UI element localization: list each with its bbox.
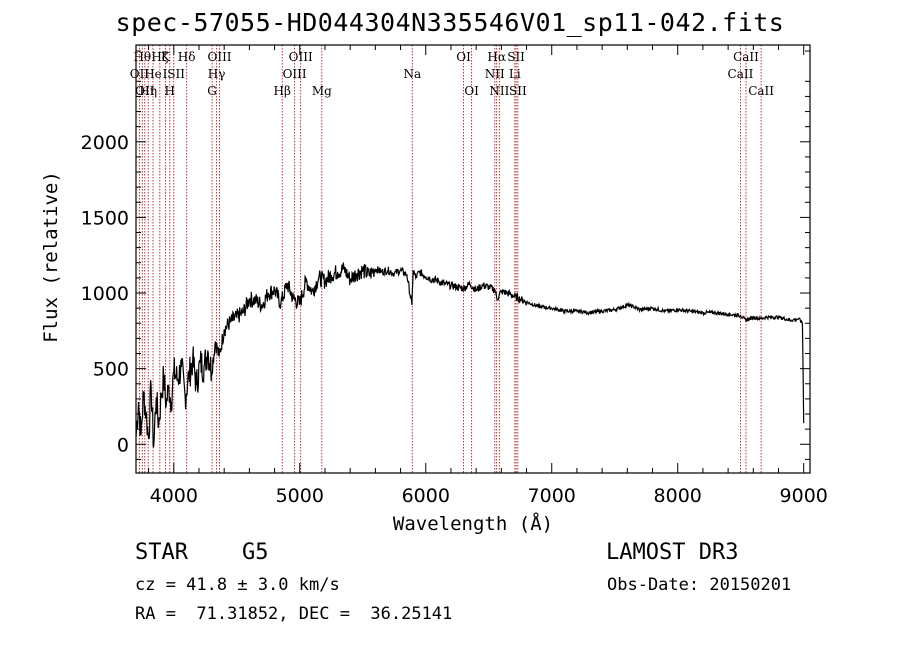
y-tick-label-2: 1000 [81, 283, 129, 305]
axis-ticks: 4000 5000 6000 7000 8000 9000 0 500 1000 1500 2000 [81, 45, 828, 507]
y-axis-label: Flux (relative) [40, 171, 62, 343]
line-label-13: Hβ [274, 84, 291, 98]
line-label-5: Hζ [151, 50, 168, 64]
line-label-18: OI [456, 50, 471, 64]
line-label-26: CaII [728, 67, 754, 81]
line-label-24: SII [507, 50, 525, 64]
line-label-22: NII [489, 84, 509, 98]
redshift-value: cz = 41.8 ± 3.0 km/s [135, 575, 340, 595]
line-label-11: Hγ [208, 67, 226, 81]
x-tick-label-2: 6000 [402, 485, 450, 507]
line-label-10: G [207, 84, 217, 98]
line-label-20: NII [485, 67, 505, 81]
line-label-8: ISII [163, 67, 186, 81]
line-label-14: OIII [283, 67, 307, 81]
line-label-0: OII [130, 67, 150, 81]
line-label-16: Mg [312, 84, 332, 98]
line-label-21: Hα [487, 50, 506, 64]
emission-line-labels: OIIHθOIIHηHeHζKHISIIHδGHγOIIIHβOIIIOIIIM… [130, 50, 775, 98]
survey-name: LAMOST DR3 [606, 540, 739, 565]
line-label-7: H [165, 84, 175, 98]
object-class: STAR [135, 540, 188, 565]
line-label-28: CaII [748, 84, 774, 98]
emission-line-markers [138, 45, 762, 473]
line-label-1: Hθ [133, 50, 151, 64]
x-tick-label-0: 4000 [150, 485, 198, 507]
x-axis-label: Wavelength (Å) [393, 512, 553, 535]
chart-title: spec-57055-HD044304N335546V01_sp11-042.f… [115, 8, 785, 37]
line-label-12: OIII [207, 50, 231, 64]
observation-date: Obs-Date: 20150201 [607, 575, 792, 595]
line-label-17: Na [403, 67, 421, 81]
plot-frame [135, 44, 811, 474]
y-tick-label-3: 1500 [81, 207, 129, 229]
x-tick-label-4: 8000 [654, 485, 702, 507]
coordinates: RA = 71.31852, DEC = 36.25141 [135, 604, 453, 624]
line-label-6: K [161, 50, 171, 64]
line-label-9: Hδ [178, 50, 196, 64]
y-tick-label-0: 0 [117, 434, 129, 456]
y-tick-label-4: 2000 [81, 132, 129, 154]
y-tick-label-1: 500 [93, 359, 129, 381]
x-tick-label-5: 9000 [780, 485, 828, 507]
line-label-19: OI [464, 84, 479, 98]
x-tick-label-1: 5000 [276, 485, 324, 507]
line-label-27: CaII [733, 50, 759, 64]
spectrum-line [135, 262, 805, 448]
line-label-15: OIII [289, 50, 313, 64]
line-label-2: OII [135, 84, 155, 98]
line-label-25: SII [509, 84, 527, 98]
line-label-3: Hη [139, 84, 157, 98]
line-label-23: Li [509, 67, 521, 81]
x-tick-label-3: 7000 [528, 485, 576, 507]
object-subclass: G5 [242, 540, 269, 565]
line-label-4: He [144, 67, 162, 81]
